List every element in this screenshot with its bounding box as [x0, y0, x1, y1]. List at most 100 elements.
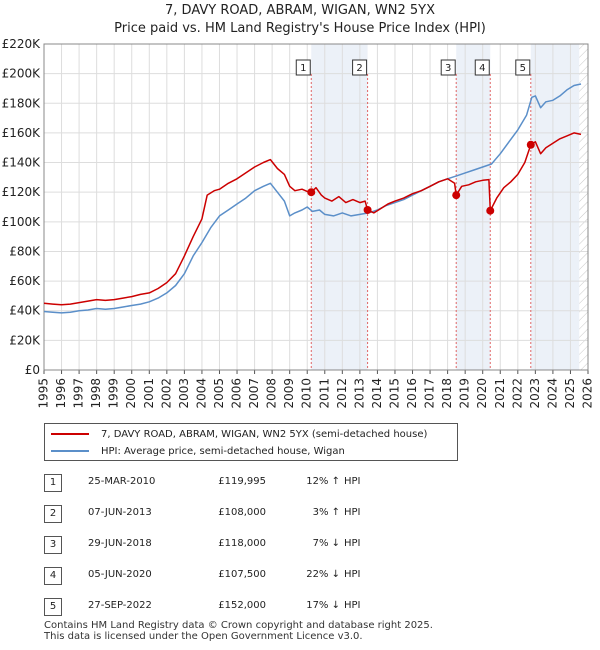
y-tick-label: £220K — [2, 37, 42, 51]
x-tick-label: 2000 — [124, 378, 138, 409]
legend-swatch-property — [51, 433, 89, 435]
x-tick-label: 1999 — [107, 378, 121, 409]
sale-marker-label: 3 — [445, 63, 451, 74]
sale-marker-box — [295, 59, 311, 76]
sale-point — [486, 206, 495, 215]
x-tick-label: 2008 — [265, 378, 279, 409]
x-tick-label: 2006 — [230, 378, 244, 409]
sale-number-badge: 1 — [44, 474, 62, 492]
x-tick-label: 2011 — [317, 378, 331, 409]
y-tick-label: £60K — [9, 274, 41, 288]
y-tick-label: £40K — [9, 304, 41, 318]
x-tick-label: 2015 — [387, 378, 401, 409]
sale-hpi-label: HPI — [344, 476, 361, 487]
sale-price: £152,000 — [218, 600, 266, 611]
sale-price: £108,000 — [218, 507, 266, 518]
y-tick-label: £20K — [9, 333, 41, 347]
sale-date: 27-SEP-2022 — [88, 600, 152, 611]
y-tick-label: £160K — [2, 126, 42, 140]
sale-row: 1 25-MAR-2010 £119,995 12% ↑ HPI — [44, 474, 464, 492]
y-tick-label: £200K — [2, 67, 42, 81]
x-tick-label: 2025 — [563, 378, 577, 409]
sale-point — [307, 188, 316, 197]
sale-marker-label: 2 — [356, 63, 362, 74]
y-tick-label: £100K — [2, 215, 42, 229]
x-tick-label: 2017 — [423, 378, 437, 409]
sale-marker-box — [515, 59, 531, 76]
x-tick-label: 2002 — [159, 378, 173, 409]
x-tick-label: 1997 — [72, 378, 86, 409]
sale-marker-box — [474, 59, 490, 76]
x-tick-label: 2004 — [194, 378, 208, 409]
x-tick-label: 2005 — [212, 378, 226, 409]
x-tick-label: 2010 — [300, 378, 314, 409]
y-tick-label: £120K — [2, 185, 42, 199]
y-tick-label: £180K — [2, 96, 42, 110]
sale-hpi-change: 22% ↓ — [306, 569, 340, 580]
sale-date: 05-JUN-2020 — [88, 569, 152, 580]
y-tick-label: £80K — [9, 244, 41, 258]
x-tick-label: 2014 — [370, 378, 384, 409]
price-chart: £0 £20K £40K £60K £80K £100K £120K £140K £160K £1… — [2, 37, 595, 409]
x-tick-label: 2013 — [352, 378, 366, 409]
chart-title: 7, DAVY ROAD, ABRAM, WIGAN, WN2 5YX — [165, 3, 435, 18]
sale-number-badge: 5 — [44, 598, 62, 616]
x-tick-label: 2026 — [581, 378, 595, 409]
forecast-hatch-area — [579, 44, 588, 370]
sale-period-band — [456, 44, 491, 370]
y-tick-label: £0 — [25, 363, 40, 377]
x-tick-label: 2022 — [510, 378, 524, 409]
x-tick-label: 1998 — [89, 378, 103, 409]
x-tick-label: 2023 — [528, 378, 542, 409]
legend-item-property: 7, DAVY ROAD, ABRAM, WIGAN, WN2 5YX (sem… — [51, 426, 427, 442]
x-tick-label: 2003 — [177, 378, 191, 409]
x-tick-label: 1995 — [37, 378, 51, 409]
sale-number-badge: 2 — [44, 505, 62, 523]
x-tick-label: 2007 — [247, 378, 261, 409]
footer-line-licence: This data is licensed under the Open Gov… — [44, 631, 363, 642]
sale-row: 5 27-SEP-2022 £152,000 17% ↓ HPI — [44, 598, 464, 616]
sale-period-band — [530, 44, 580, 370]
sale-row: 3 29-JUN-2018 £118,000 7% ↓ HPI — [44, 536, 464, 554]
x-tick-label: 1996 — [54, 378, 68, 409]
sale-date: 25-MAR-2010 — [88, 476, 156, 487]
sale-number-badge: 3 — [44, 536, 62, 554]
sale-price: £118,000 — [218, 538, 266, 549]
sale-number-badge: 4 — [44, 567, 62, 585]
legend-label-property: 7, DAVY ROAD, ABRAM, WIGAN, WN2 5YX (sem… — [101, 428, 428, 440]
chart-legend: 7, DAVY ROAD, ABRAM, WIGAN, WN2 5YX (sem… — [44, 423, 458, 461]
x-tick-label: 2018 — [440, 378, 454, 409]
sale-row: 4 05-JUN-2020 £107,500 22% ↓ HPI — [44, 567, 464, 585]
x-tick-label: 2016 — [405, 378, 419, 409]
sale-price: £119,995 — [218, 476, 266, 487]
x-tick-label: 2020 — [475, 378, 489, 409]
sale-marker-label: 5 — [520, 63, 526, 74]
sale-hpi-label: HPI — [344, 507, 361, 518]
sale-price: £107,500 — [218, 569, 266, 580]
x-tick-label: 2019 — [458, 378, 472, 409]
sale-date: 29-JUN-2018 — [88, 538, 152, 549]
footer-attribution: Contains HM Land Registry data © Crown c… — [44, 620, 433, 642]
x-tick-label: 2021 — [493, 378, 507, 409]
y-tick-label: £140K — [2, 156, 42, 170]
property-price-line — [43, 132, 582, 306]
sale-date: 07-JUN-2013 — [88, 507, 152, 518]
x-tick-label: 2012 — [335, 378, 349, 409]
sale-hpi-label: HPI — [344, 538, 361, 549]
sale-period-band — [311, 44, 368, 370]
x-tick-label: 2009 — [282, 378, 296, 409]
legend-swatch-hpi — [51, 450, 89, 452]
sale-row: 2 07-JUN-2013 £108,000 3% ↑ HPI — [44, 505, 464, 523]
footer-line-copyright: Contains HM Land Registry data © Crown c… — [44, 620, 433, 631]
sale-marker-label: 4 — [479, 63, 485, 74]
legend-label-hpi: HPI: Average price, semi-detached house,… — [101, 445, 345, 457]
sale-marker-box — [352, 59, 368, 76]
sale-hpi-change: 17% ↓ — [306, 600, 340, 611]
sale-hpi-change: 12% ↑ — [306, 476, 340, 487]
sale-point — [363, 205, 372, 214]
x-tick-label: 2024 — [545, 378, 559, 409]
chart-subtitle: Price paid vs. HM Land Registry's House … — [114, 21, 486, 36]
sale-hpi-label: HPI — [344, 600, 361, 611]
sale-hpi-change: 3% ↑ — [312, 507, 340, 518]
sale-marker-label: 1 — [300, 63, 306, 74]
